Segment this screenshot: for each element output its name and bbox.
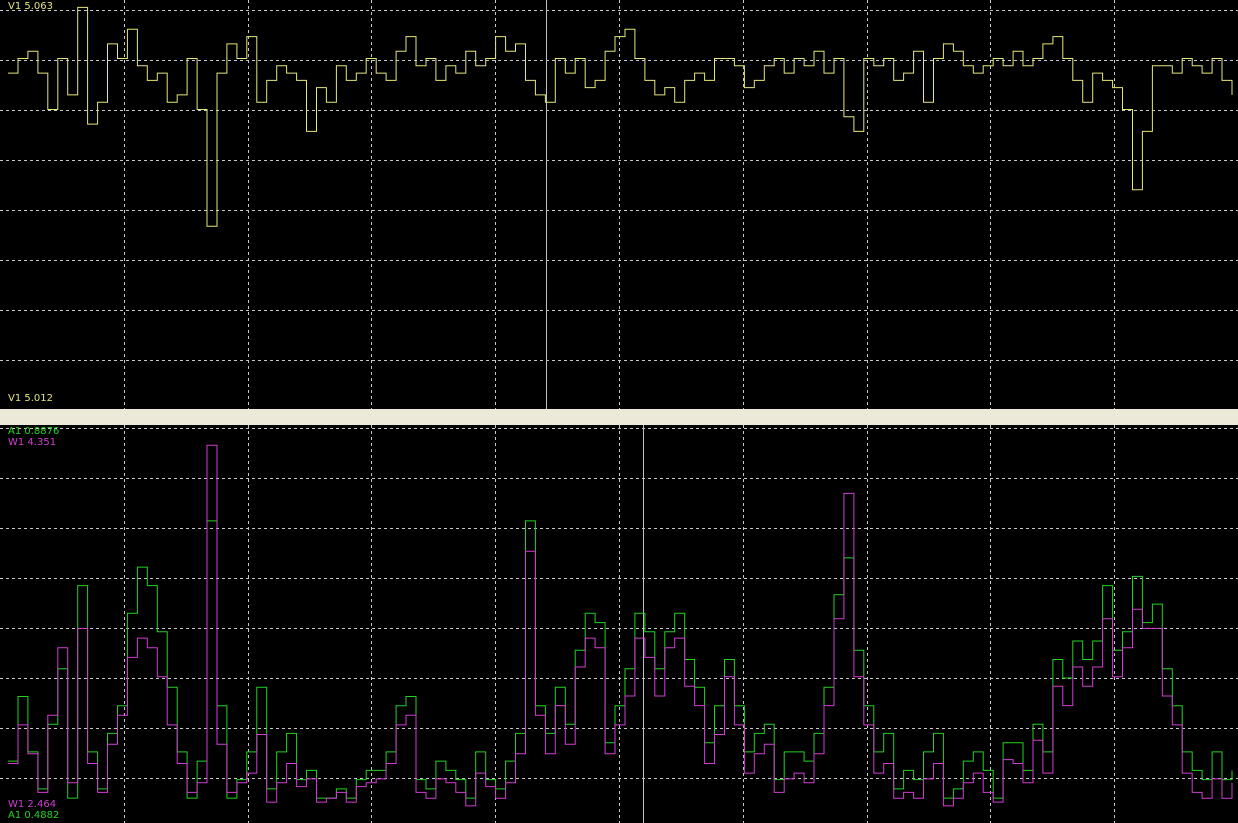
grid-lines (0, 425, 1238, 823)
v1-min-label: V1 5.012 (8, 393, 54, 404)
grid-lines (0, 0, 1238, 409)
pane-splitter[interactable] (0, 409, 1238, 425)
v1-max-label: V1 5.063 (8, 1, 54, 12)
w1-series-line (8, 444, 1233, 807)
a1-w1-plot (0, 425, 1238, 823)
a1-max-label: A1 0.8876 (8, 426, 60, 437)
v1-plot (0, 0, 1238, 409)
v1-plot-pane[interactable]: V1 5.063 V1 5.012 (0, 0, 1238, 409)
a1-min-label: A1 0.4882 (8, 810, 60, 821)
w1-max-label: W1 4.351 (8, 437, 57, 448)
a1-w1-plot-pane[interactable]: A1 0.8876 W1 4.351 W1 2.464 A1 0.4882 (0, 425, 1238, 823)
v1-series-line (8, 6, 1233, 227)
w1-min-label: W1 2.464 (8, 799, 57, 810)
